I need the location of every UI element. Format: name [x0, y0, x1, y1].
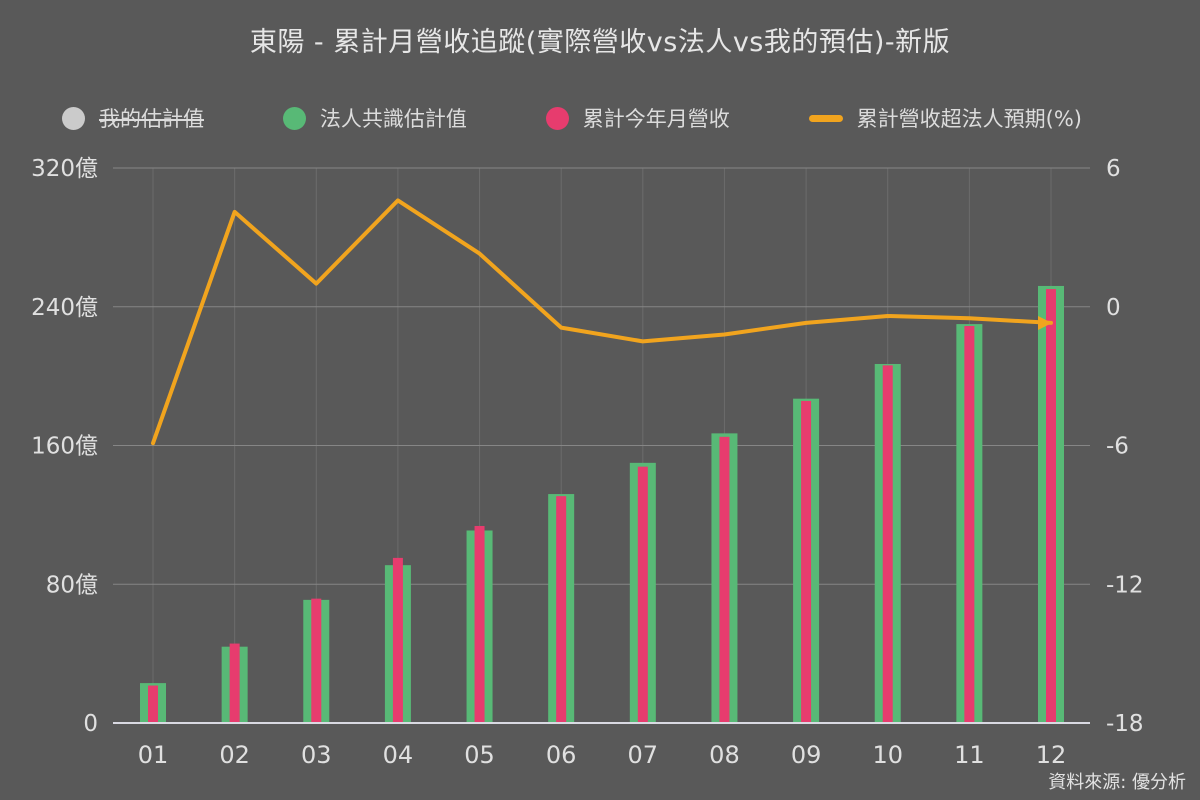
legend-item-2[interactable]: 累計今年月營收 — [545, 103, 730, 133]
legend-item-label: 累計今年月營收 — [582, 107, 730, 131]
legend-item-label: 我的估計值 — [99, 107, 204, 131]
bar-actual-03[interactable] — [311, 598, 322, 723]
legend: 我的估計值 法人共識估計值 累計今年月營收 累計營收超法人預期(%) — [62, 103, 1082, 133]
x-axis-label-09: 09 — [791, 741, 822, 769]
bar-actual-07[interactable] — [637, 466, 648, 723]
bar-actual-11[interactable] — [964, 326, 975, 723]
pct-line-arrow-icon — [1038, 315, 1052, 330]
legend-item-label: 法人共識估計值 — [319, 107, 467, 131]
right-axis-tick--18: -18 — [1106, 711, 1144, 737]
left-axis-tick-0: 0 — [83, 711, 98, 737]
x-axis-label-08: 08 — [709, 741, 740, 769]
left-axis-tick-160: 160億 — [31, 434, 98, 460]
x-axis-label-07: 07 — [628, 741, 659, 769]
right-axis-tick-0: 0 — [1106, 295, 1121, 321]
bar-actual-09[interactable] — [801, 400, 812, 723]
bar-actual-12[interactable] — [1046, 289, 1056, 723]
left-axis-tick-320: 320億 — [31, 156, 98, 182]
x-axis-label-01: 01 — [138, 741, 169, 769]
legend-item-1[interactable]: 法人共識估計值 — [282, 103, 467, 133]
x-axis-label-12: 12 — [1036, 741, 1067, 769]
bar-actual-05[interactable] — [474, 525, 485, 723]
legend-circle-marker-icon — [282, 106, 306, 130]
legend-item-label: 累計營收超法人預期(%) — [856, 107, 1082, 131]
right-axis-tick--6: -6 — [1106, 434, 1129, 460]
x-axis-label-05: 05 — [464, 741, 495, 769]
legend-line-marker-icon — [808, 114, 843, 122]
legend-item-3[interactable]: 累計營收超法人預期(%) — [808, 103, 1082, 133]
bar-actual-04[interactable] — [392, 557, 403, 723]
x-axis-label-10: 10 — [872, 741, 903, 769]
legend-circle-marker-icon — [545, 106, 569, 130]
bar-actual-08[interactable] — [719, 436, 730, 723]
x-axis-label-06: 06 — [546, 741, 577, 769]
x-axis-label-04: 04 — [383, 741, 414, 769]
right-axis-tick-6: 6 — [1106, 156, 1121, 182]
chart-title: 東陽 - 累計月營收追蹤(實際營收vs法人vs我的預估)-新版 — [249, 27, 951, 58]
right-axis-tick--12: -12 — [1106, 572, 1144, 598]
bar-actual-10[interactable] — [882, 365, 893, 723]
bar-actual-02[interactable] — [229, 643, 240, 723]
left-axis-tick-80: 80億 — [46, 572, 98, 598]
bar-actual-06[interactable] — [556, 496, 567, 723]
pct-line[interactable] — [151, 198, 1053, 446]
left-axis-tick-240: 240億 — [31, 295, 98, 321]
legend-item-0[interactable]: 我的估計值 — [62, 103, 204, 133]
legend-circle-marker-icon — [62, 106, 85, 130]
source-note: 資料來源: 優分析 — [1048, 772, 1186, 793]
bar-actual-01[interactable] — [148, 685, 158, 723]
x-axis-label-11: 11 — [954, 741, 985, 769]
x-axis-label-03: 03 — [301, 741, 332, 769]
x-axis-label-02: 02 — [219, 741, 250, 769]
